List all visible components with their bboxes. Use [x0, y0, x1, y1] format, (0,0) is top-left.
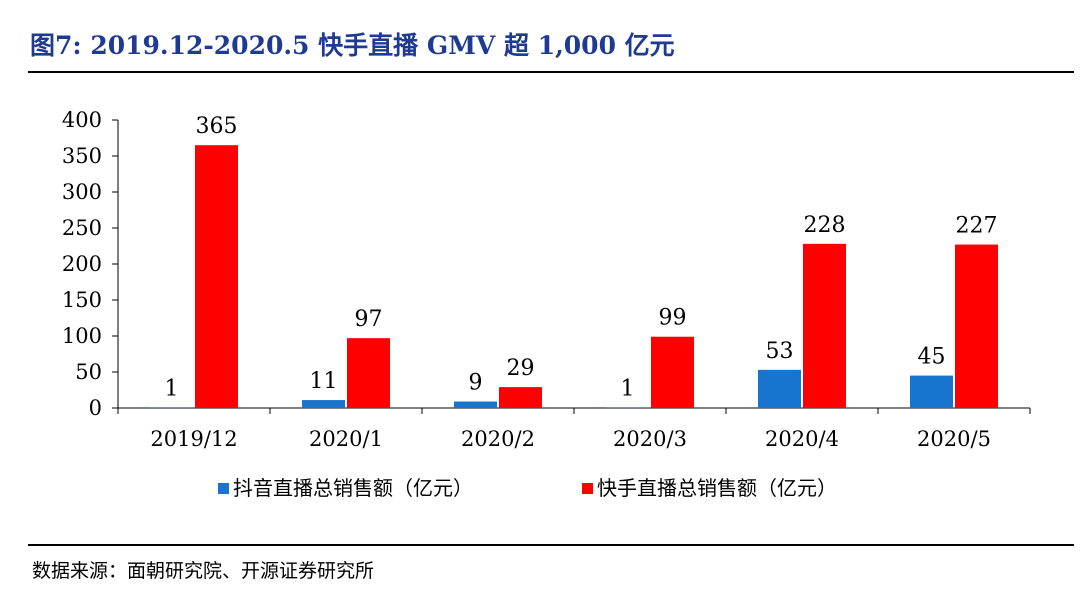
source-note: 数据来源：面朝研究院、开源证券研究所 [32, 560, 375, 582]
y-tick-label: 250 [62, 216, 102, 240]
data-label: 228 [804, 213, 846, 238]
legend-swatch [218, 483, 229, 494]
data-label: 365 [196, 114, 238, 139]
bar [758, 369, 801, 408]
data-label: 53 [766, 339, 794, 364]
y-tick-label: 100 [62, 324, 102, 348]
x-axis: 2019/12 2020/1 2020/2 2020/3 2020/4 2020/5 [117, 407, 1031, 451]
bar [606, 407, 649, 408]
bar [195, 145, 238, 408]
y-tick-label: 150 [62, 288, 102, 312]
x-tick-label: 2020/5 [917, 427, 991, 451]
bar [803, 243, 846, 408]
data-label: 11 [310, 369, 338, 394]
bar [651, 336, 694, 408]
source-divider [28, 544, 1074, 546]
x-tick-label: 2020/4 [765, 427, 839, 451]
figure-title: 图7: 2019.12-2020.5 快手直播 GMV 超 1,000 亿元 [30, 31, 675, 60]
data-label: 1 [621, 376, 635, 401]
y-axis: 0 50 100 150 200 250 300 350 400 [62, 108, 119, 420]
y-tick-label: 50 [75, 360, 102, 384]
bar [454, 401, 497, 408]
legend-swatch [582, 483, 593, 494]
bar [347, 338, 390, 408]
data-label: 45 [918, 345, 946, 370]
bar [150, 407, 193, 408]
y-tick-label: 350 [62, 144, 102, 168]
bar [499, 387, 542, 408]
y-tick-label: 300 [62, 180, 102, 204]
legend-label: 快手直播总销售额（亿元） [597, 476, 837, 500]
bar [910, 375, 953, 408]
bar [302, 400, 345, 408]
data-labels: 1 365 11 97 9 29 1 99 53 228 45 227 [165, 114, 998, 401]
data-label: 97 [355, 307, 383, 332]
bars [150, 145, 998, 408]
data-label: 99 [659, 306, 687, 331]
title-divider [28, 71, 1074, 73]
legend: 抖音直播总销售额（亿元） 快手直播总销售额（亿元） [218, 476, 837, 500]
x-tick-label: 2020/1 [309, 427, 383, 451]
y-tick-label: 200 [62, 252, 102, 276]
x-tick-label: 2019/12 [150, 427, 237, 451]
data-label: 9 [469, 371, 483, 396]
x-tick-label: 2020/2 [461, 427, 535, 451]
data-label: 1 [165, 376, 179, 401]
legend-label: 抖音直播总销售额（亿元） [233, 476, 473, 500]
bar [955, 244, 998, 408]
data-label: 29 [507, 356, 535, 381]
y-tick-label: 400 [62, 108, 102, 132]
y-tick-label: 0 [89, 396, 102, 420]
data-label: 227 [956, 214, 998, 239]
x-tick-label: 2020/3 [613, 427, 687, 451]
